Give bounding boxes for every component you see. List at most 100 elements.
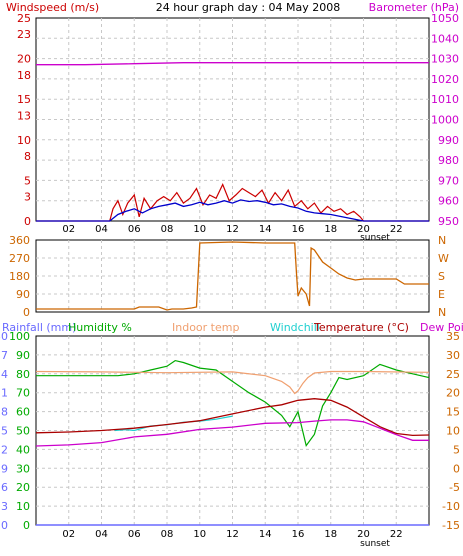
barometer-tick-label: 1020 [431, 73, 459, 86]
barometer-axis-title: Barometer (hPa) [369, 1, 459, 14]
x-tick-label-top: 20 [357, 224, 370, 235]
compass-letter: W [438, 252, 449, 265]
humidity-tick-label: 20 [16, 481, 30, 494]
panel-wind-grid [36, 18, 429, 221]
direction-tick-label: 360 [9, 234, 30, 247]
humidity-tick-label: 50 [16, 425, 30, 438]
temperature-tick-label: -15 [442, 519, 460, 532]
rainfall-tick-label: 24 [0, 368, 8, 381]
x-tick-label-bottom: 22 [390, 529, 403, 540]
rainfall-tick-label: 30 [0, 330, 8, 343]
temperature-tick-label: 25 [446, 368, 460, 381]
windspeed-tick-label: 5 [24, 174, 31, 187]
rainfall-tick-label: 9 [1, 462, 8, 475]
legend-indoor-temp: Indoor temp [172, 321, 239, 334]
panel-wind-axis-labels: 0 3 5 8 10 13 15 18 20 23 25 950 960 970 980 990 1000 101… [17, 12, 459, 228]
rainfall-tick-label: 27 [0, 349, 8, 362]
wind-direction-line [36, 241, 429, 311]
sunset-label-top: sunset [360, 233, 390, 243]
legend-humidity: Humidity % [68, 321, 132, 334]
legend-dew-point: Dew Point [420, 321, 463, 334]
rainfall-tick-label: 15 [0, 425, 8, 438]
x-tick-label-top: 02 [62, 224, 75, 235]
temperature-tick-label: 35 [446, 330, 460, 343]
temperature-tick-label: -5 [449, 481, 460, 494]
temperature-tick-label: 30 [446, 349, 460, 362]
temperature-tick-label: -10 [442, 500, 460, 513]
barometer-tick-label: 1050 [431, 12, 459, 25]
x-tick-label-top: 18 [324, 224, 337, 235]
rainfall-tick-label: 3 [1, 500, 8, 513]
humidity-tick-label: 100 [9, 330, 30, 343]
windspeed-tick-label: 8 [24, 150, 31, 163]
x-tick-label-top: 16 [292, 224, 305, 235]
windspeed-axis-title: Windspeed (m/s) [6, 1, 99, 14]
humidity-tick-label: 60 [16, 406, 30, 419]
x-tick-label-top: 04 [95, 224, 108, 235]
x-tick-label-bottom: 16 [292, 529, 305, 540]
panel-wind-x-ticks: 02 04 06 08 10 12 14 16 18 20 22 [62, 224, 402, 235]
humidity-tick-label: 30 [16, 462, 30, 475]
temperature-tick-label: 0 [453, 462, 460, 475]
windspeed-tick-label: 18 [17, 69, 31, 82]
x-tick-label-top: 14 [259, 224, 272, 235]
chart-title: 24 hour graph day : 04 May 2008 [156, 1, 341, 14]
x-tick-label-bottom: 10 [193, 529, 206, 540]
panel-temperature-x-ticks: 02 04 06 08 10 12 14 16 18 20 22 [62, 529, 402, 540]
windspeed-tick-label: 15 [17, 93, 31, 106]
windspeed-tick-label: 0 [24, 215, 31, 228]
x-tick-label-bottom: 12 [226, 529, 239, 540]
barometer-tick-label: 1010 [431, 93, 459, 106]
x-tick-label-bottom: 08 [161, 529, 174, 540]
x-tick-label-top: 10 [193, 224, 206, 235]
barometer-tick-label: 990 [438, 134, 459, 147]
panel-direction-series [36, 241, 429, 311]
barometer-tick-label: 950 [438, 215, 459, 228]
barometer-tick-label: 980 [438, 154, 459, 167]
temperature-tick-label: 5 [453, 443, 460, 456]
direction-tick-label: 0 [23, 306, 30, 319]
legend-temperature: Temperature (°C) [313, 321, 409, 334]
barometer-tick-label: 960 [438, 195, 459, 208]
indoor-temp-line [35, 370, 430, 395]
panel-temperature-axis-labels: 0369121518212427300102030405060708090100… [0, 330, 460, 532]
barometer-tick-label: 1030 [431, 53, 459, 66]
windspeed-tick-label: 10 [17, 134, 31, 147]
x-tick-label-bottom: 06 [128, 529, 141, 540]
legend-rainfall: Rainfall (mm) [2, 321, 76, 334]
compass-letter: N [438, 234, 446, 247]
humidity-tick-label: 10 [16, 500, 30, 513]
humidity-tick-label: 40 [16, 443, 30, 456]
rainfall-tick-label: 21 [0, 387, 8, 400]
temperature-tick-label: 20 [446, 387, 460, 400]
rainfall-tick-label: 6 [1, 481, 8, 494]
barometer-tick-label: 1040 [431, 32, 459, 45]
direction-tick-label: 90 [16, 288, 30, 301]
x-tick-label-bottom: 04 [95, 529, 108, 540]
barometer-tick-label: 970 [438, 174, 459, 187]
sunset-label-bottom: sunset [360, 539, 390, 549]
x-tick-label-top: 12 [226, 224, 239, 235]
direction-tick-label: 180 [9, 270, 30, 283]
rainfall-tick-label: 0 [1, 519, 8, 532]
x-tick-label-bottom: 02 [62, 529, 75, 540]
dew-point-line [35, 419, 429, 447]
windspeed-tick-label: 25 [17, 12, 31, 25]
humidity-tick-label: 90 [16, 349, 30, 362]
windspeed-tick-label: 23 [17, 28, 31, 41]
x-tick-label-bottom: 20 [357, 529, 370, 540]
windspeed-average-line [36, 199, 429, 222]
panel-wind-series [36, 62, 429, 222]
windspeed-tick-label: 3 [24, 191, 31, 204]
panel-direction-grid [36, 240, 429, 312]
temperature-tick-label: 15 [446, 406, 460, 419]
barometer-line [36, 62, 429, 66]
humidity-tick-label: 80 [16, 368, 30, 381]
windspeed-tick-label: 20 [17, 53, 31, 66]
compass-letter: S [438, 270, 445, 283]
x-tick-label-bottom: 14 [259, 529, 272, 540]
